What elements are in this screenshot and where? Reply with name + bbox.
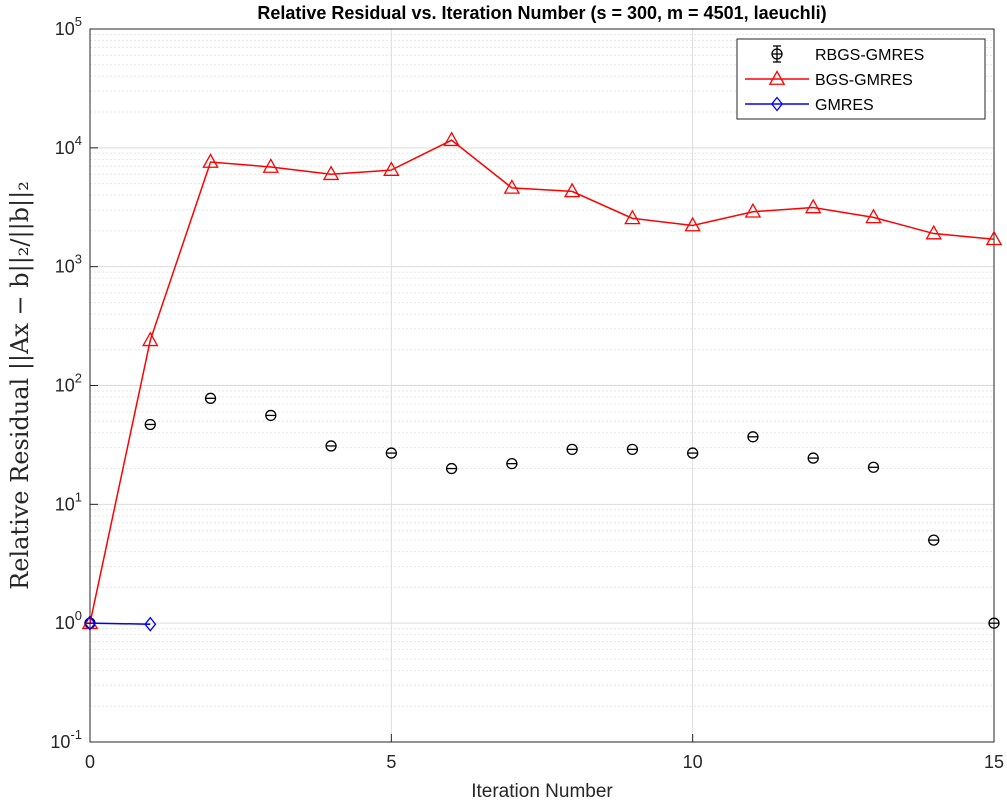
data-point [443, 131, 460, 147]
data-point [925, 224, 942, 240]
series-line [89, 622, 151, 625]
data-point [566, 443, 578, 456]
chart-title: Relative Residual vs. Iteration Number (… [257, 3, 826, 23]
data-point [142, 331, 159, 347]
data-point [928, 534, 940, 546]
data-point [563, 182, 581, 198]
y-axis-label: Relative Residual ||Ax − b||₂/||b||₂ [6, 181, 35, 590]
data-point [804, 198, 822, 214]
x-axis-label: Iteration Number [471, 781, 613, 801]
y-tick-label: 101 [55, 489, 82, 514]
data-point [626, 443, 639, 456]
data-point [807, 452, 819, 464]
legend-marker [768, 70, 786, 85]
data-point [204, 392, 217, 404]
data-point [445, 462, 458, 475]
data-point [687, 447, 699, 459]
data-point [322, 165, 340, 181]
data-point [506, 457, 518, 470]
data-point [747, 431, 759, 443]
data-point [144, 616, 157, 632]
y-tick-label: 100 [55, 608, 82, 633]
data-point [144, 418, 156, 431]
grid [89, 28, 995, 743]
data-point [867, 461, 880, 473]
legend-marker [771, 48, 783, 60]
series-gmres [83, 615, 157, 632]
y-tick-label: 104 [55, 133, 82, 158]
data-point [744, 202, 762, 218]
legend-entry: BGS-GMRES [745, 70, 913, 89]
data-point [83, 615, 97, 631]
x-tick-label: 5 [386, 752, 396, 772]
legend-label: BGS-GMRES [815, 72, 913, 89]
data-point [503, 179, 521, 194]
series-rbgs-gmres [84, 392, 1000, 629]
x-tick-label: 0 [85, 752, 95, 772]
x-tick-label: 15 [984, 752, 1004, 772]
data-point [988, 617, 1000, 629]
data-point [262, 158, 280, 173]
legend-entry: GMRES [745, 96, 874, 114]
data-point [385, 447, 397, 459]
y-tick-label: 105 [55, 14, 82, 39]
x-tick-label: 10 [683, 752, 703, 772]
y-tick-label: 10-1 [50, 727, 82, 752]
legend-label: GMRES [815, 97, 874, 114]
data-point [265, 409, 277, 422]
legend-label: RBGS-GMRES [815, 47, 924, 64]
data-point [325, 440, 337, 452]
y-tick-label: 103 [55, 252, 82, 277]
series-line [89, 139, 995, 624]
y-tick-label: 102 [55, 371, 82, 396]
data-point [985, 230, 1003, 246]
series-bgs-gmres [81, 131, 1003, 630]
legend: RBGS-GMRES BGS-GMRES GMRES [736, 38, 986, 120]
data-point [865, 208, 882, 224]
data-point [383, 161, 400, 176]
legend-marker [770, 96, 784, 112]
data-point [202, 153, 219, 168]
x-axis: 0 5 10 15 [85, 734, 1004, 772]
data-point [684, 216, 701, 232]
legend-entry: RBGS-GMRES [771, 45, 924, 64]
series [81, 131, 1003, 632]
y-axis: 10-1 100 101 102 103 104 105 [50, 14, 98, 752]
data-point [624, 209, 641, 225]
